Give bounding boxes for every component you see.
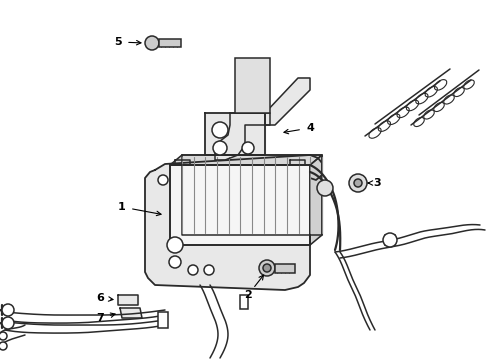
Text: 7: 7 xyxy=(96,313,104,323)
Polygon shape xyxy=(265,78,310,125)
Text: 5: 5 xyxy=(114,37,122,47)
Bar xyxy=(240,295,248,309)
Polygon shape xyxy=(205,113,265,155)
Polygon shape xyxy=(215,113,270,160)
Polygon shape xyxy=(170,155,322,165)
Circle shape xyxy=(158,175,168,185)
Polygon shape xyxy=(310,155,322,245)
Circle shape xyxy=(188,265,198,275)
Polygon shape xyxy=(120,308,142,318)
Circle shape xyxy=(383,233,397,247)
Bar xyxy=(275,264,295,273)
Text: 3: 3 xyxy=(373,178,381,188)
Bar xyxy=(235,58,270,113)
Circle shape xyxy=(317,180,333,196)
Text: 6: 6 xyxy=(96,293,104,303)
Circle shape xyxy=(259,260,275,276)
Circle shape xyxy=(0,332,7,340)
Text: 1: 1 xyxy=(118,202,126,212)
Circle shape xyxy=(167,237,183,253)
Circle shape xyxy=(263,264,271,272)
Circle shape xyxy=(212,122,228,138)
Circle shape xyxy=(0,342,7,350)
Polygon shape xyxy=(145,155,322,290)
Circle shape xyxy=(2,317,14,329)
Circle shape xyxy=(145,36,159,50)
Circle shape xyxy=(213,141,227,155)
Circle shape xyxy=(354,179,362,187)
Circle shape xyxy=(349,174,367,192)
Bar xyxy=(158,312,168,328)
Circle shape xyxy=(169,256,181,268)
Polygon shape xyxy=(118,295,138,305)
Circle shape xyxy=(204,265,214,275)
Text: 2: 2 xyxy=(244,290,252,300)
Circle shape xyxy=(2,304,14,316)
Polygon shape xyxy=(170,165,310,245)
Bar xyxy=(159,39,181,47)
Circle shape xyxy=(242,142,254,154)
Text: 4: 4 xyxy=(306,123,314,133)
Polygon shape xyxy=(182,155,322,235)
